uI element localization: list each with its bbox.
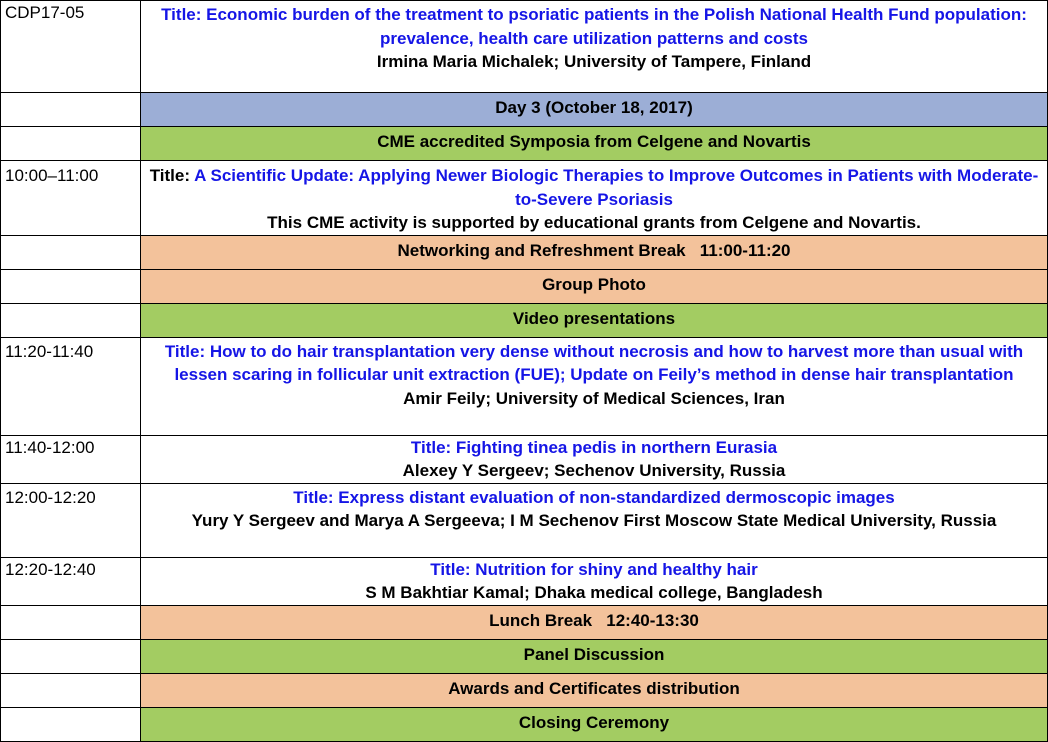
title-prefix: Title: (149, 166, 195, 185)
time-cell (0, 706, 141, 742)
table-row: 12:00-12:20 Title: Express distant evalu… (0, 482, 1048, 558)
table-row: 11:40-12:00 Title: Fighting tinea pedis … (0, 434, 1048, 484)
time-cell (0, 92, 141, 127)
table-row: 10:00–11:00 Title: A Scientific Update: … (0, 160, 1048, 236)
day-heading: Day 3 (October 18, 2017) (140, 92, 1048, 127)
panel-heading: Panel Discussion (140, 638, 1048, 674)
time-cell: 12:00-12:20 (0, 482, 141, 558)
presentation-cell: Title: Fighting tinea pedis in northern … (140, 434, 1048, 484)
presentation-title: Title: Economic burden of the treatment … (161, 5, 1027, 48)
table-row: 12:20-12:40 Title: Nutrition for shiny a… (0, 556, 1048, 606)
presentation-title: Title: Express distant evaluation of non… (293, 487, 895, 507)
presentation-author: Alexey Y Sergeev; Sechenov University, R… (402, 461, 786, 480)
presentation-author: Yury Y Sergeev and Marya A Sergeeva; I M… (191, 511, 997, 530)
presentation-title: Title: Nutrition for shiny and healthy h… (430, 559, 758, 579)
presentation-cell: Title: Economic burden of the treatment … (140, 0, 1048, 93)
table-row: 11:20-11:40 Title: How to do hair transp… (0, 336, 1048, 436)
awards-heading: Awards and Certificates distribution (140, 672, 1048, 708)
sponsor-note: This CME activity is supported by educat… (267, 213, 921, 232)
presentation-cell: Title: A Scientific Update: Applying New… (140, 160, 1048, 236)
break-heading: Networking and Refreshment Break 11:00-1… (140, 234, 1048, 270)
time-cell: 12:20-12:40 (0, 556, 141, 606)
lunch-heading: Lunch Break 12:40-13:30 (140, 604, 1048, 640)
presentation-title: Title: A Scientific Update: Applying New… (145, 164, 1043, 211)
presentation-title: Title: Fighting tinea pedis in northern … (410, 437, 778, 457)
presentation-author: Irmina Maria Michalek; University of Tam… (376, 52, 812, 71)
time-cell (0, 302, 141, 338)
time-cell: CDP17-05 (0, 0, 141, 93)
closing-heading: Closing Ceremony (140, 706, 1048, 742)
time-cell: 11:40-12:00 (0, 434, 141, 484)
time-cell (0, 268, 141, 304)
time-cell (0, 604, 141, 640)
table-row: Networking and Refreshment Break 11:00-1… (0, 234, 1048, 270)
presentation-title: Title: How to do hair transplantation ve… (164, 341, 1024, 385)
time-cell (0, 672, 141, 708)
title-text: A Scientific Update: Applying Newer Biol… (194, 166, 1039, 209)
presentation-author: S M Bakhtiar Kamal; Dhaka medical colleg… (365, 583, 823, 602)
presentation-cell: Title: How to do hair transplantation ve… (140, 336, 1048, 436)
table-row: Video presentations (0, 302, 1048, 338)
time-cell: 11:20-11:40 (0, 336, 141, 436)
table-row: Day 3 (October 18, 2017) (0, 92, 1048, 127)
table-row: Lunch Break 12:40-13:30 (0, 604, 1048, 640)
time-cell (0, 126, 141, 161)
presentation-cell: Title: Nutrition for shiny and healthy h… (140, 556, 1048, 606)
time-cell (0, 234, 141, 270)
table-row: CME accredited Symposia from Celgene and… (0, 126, 1048, 161)
presentation-author: Amir Feily; University of Medical Scienc… (403, 388, 785, 408)
section-heading: CME accredited Symposia from Celgene and… (140, 126, 1048, 161)
table-row: Panel Discussion (0, 638, 1048, 674)
section-heading: Video presentations (140, 302, 1048, 338)
table-row: Closing Ceremony (0, 706, 1048, 742)
table-row: CDP17-05 Title: Economic burden of the t… (0, 0, 1048, 93)
time-cell: 10:00–11:00 (0, 160, 141, 236)
table-row: Awards and Certificates distribution (0, 672, 1048, 708)
presentation-cell: Title: Express distant evaluation of non… (140, 482, 1048, 558)
group-photo-heading: Group Photo (140, 268, 1048, 304)
table-row: Group Photo (0, 268, 1048, 304)
time-cell (0, 638, 141, 674)
